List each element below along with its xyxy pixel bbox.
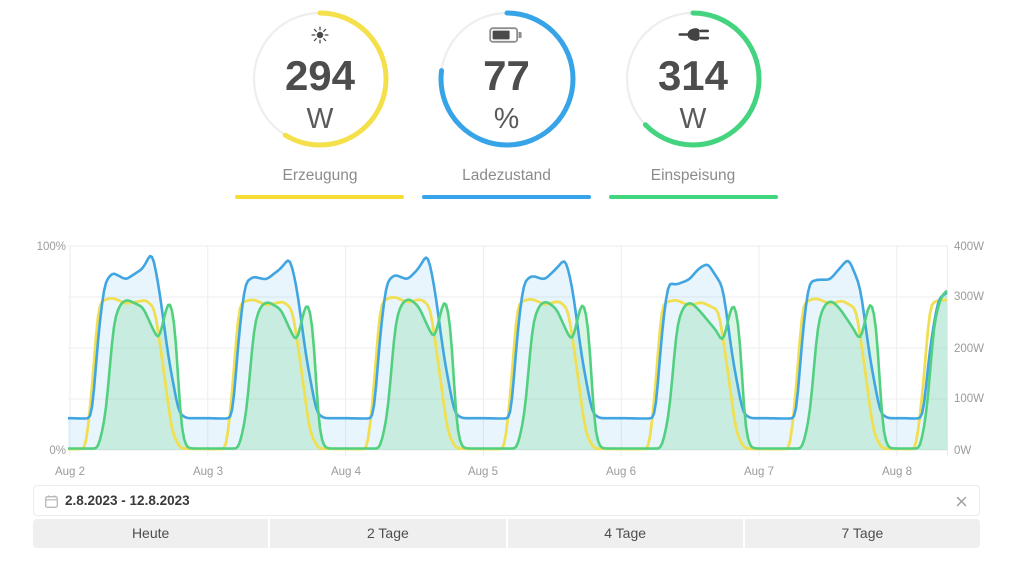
svg-text:0W: 0W	[954, 445, 971, 457]
svg-text:Aug 8: Aug 8	[882, 466, 912, 478]
svg-text:300W: 300W	[954, 291, 984, 303]
svg-text:Aug 2: Aug 2	[55, 466, 85, 478]
svg-text:Aug 4: Aug 4	[331, 466, 362, 478]
svg-text:100%: 100%	[37, 241, 66, 253]
svg-text:Aug 3: Aug 3	[193, 466, 223, 478]
svg-text:Aug 5: Aug 5	[468, 466, 498, 478]
svg-text:400W: 400W	[954, 241, 984, 253]
svg-text:100W: 100W	[954, 393, 984, 405]
svg-text:200W: 200W	[954, 343, 984, 355]
svg-text:Aug 6: Aug 6	[606, 466, 636, 478]
svg-text:Aug 7: Aug 7	[744, 466, 774, 478]
svg-text:0%: 0%	[49, 445, 66, 457]
